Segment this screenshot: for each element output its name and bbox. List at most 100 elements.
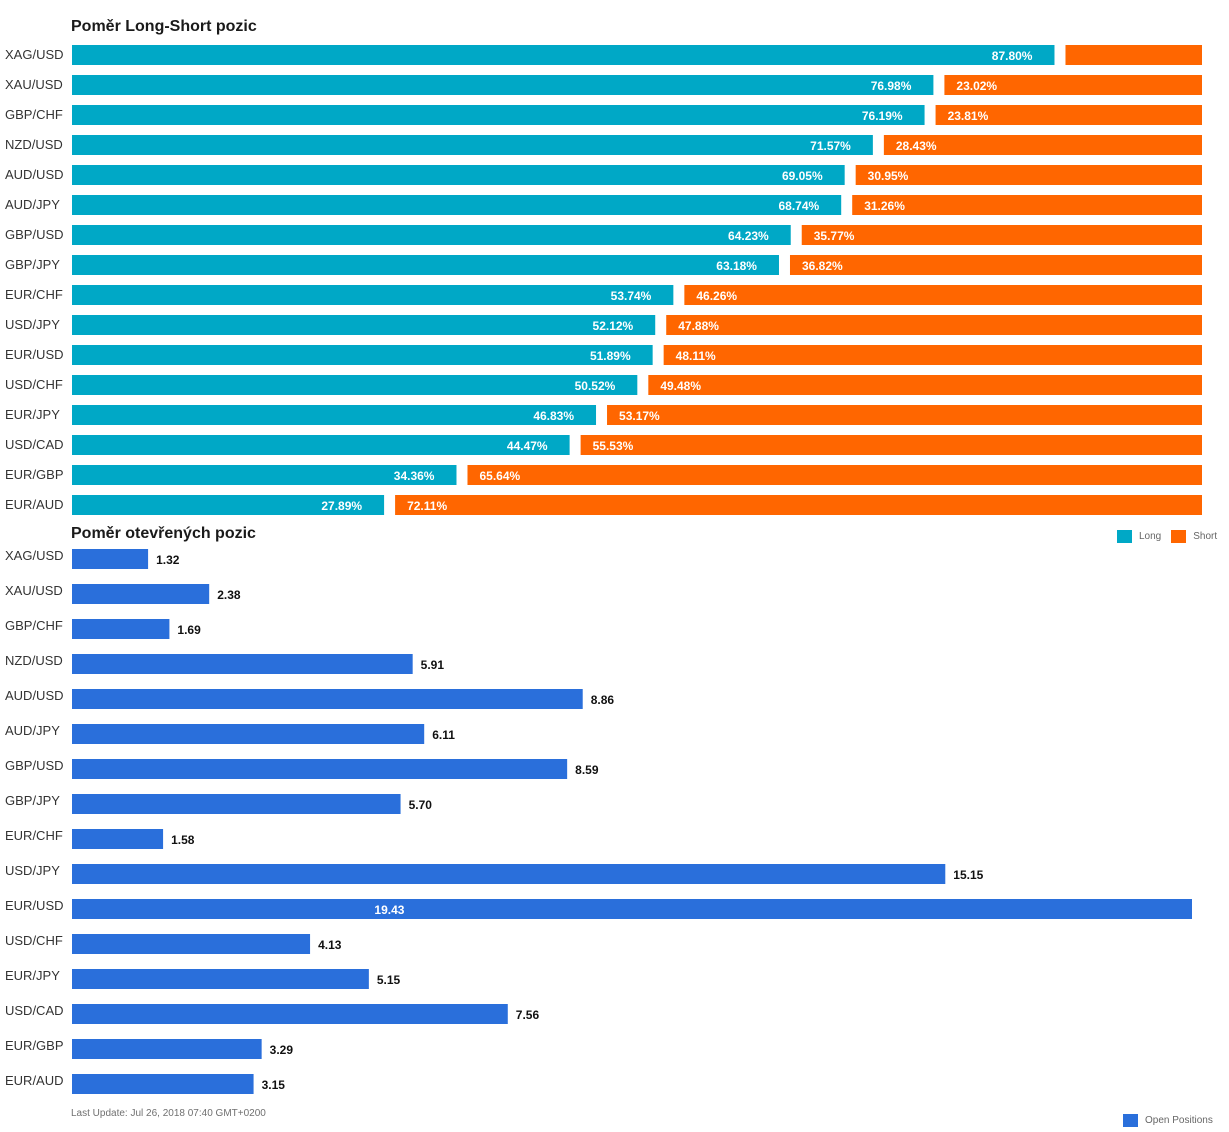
short-bar	[935, 105, 1202, 125]
category-label: USD/CHF	[5, 933, 63, 948]
short-bar	[467, 465, 1202, 485]
category-label: EUR/GBP	[5, 1038, 64, 1053]
long-bar	[72, 345, 653, 365]
open-positions-value-label: 5.91	[421, 658, 445, 672]
short-value-label: 47.88%	[678, 319, 719, 333]
open-positions-value-label: 3.15	[262, 1078, 286, 1092]
long-bar	[72, 195, 842, 215]
short-bar	[666, 315, 1202, 335]
open-positions-legend: Open Positions	[1123, 1114, 1223, 1127]
short-bar	[883, 135, 1202, 155]
category-label: GBP/USD	[5, 758, 64, 773]
open-positions-bar	[72, 724, 425, 744]
long-value-label: 76.98%	[871, 79, 912, 93]
category-label: EUR/AUD	[5, 497, 64, 512]
category-label: XAU/USD	[5, 583, 63, 598]
open-positions-bar	[72, 654, 413, 674]
short-value-label: 31.26%	[864, 199, 905, 213]
category-label: XAG/USD	[5, 47, 64, 62]
category-label: EUR/GBP	[5, 467, 64, 482]
open-positions-bar	[72, 899, 1192, 919]
short-value-label: 49.48%	[660, 379, 701, 393]
open-positions-value-label: 19.43	[374, 903, 404, 917]
legend-short-swatch	[1171, 530, 1187, 543]
category-label: AUD/JPY	[5, 197, 60, 212]
long-bar	[72, 375, 638, 395]
short-bar	[944, 75, 1202, 95]
short-bar	[1065, 45, 1202, 65]
long-value-label: 63.18%	[716, 259, 757, 273]
open-positions-value-label: 5.70	[409, 798, 433, 812]
short-value-label: 65.64%	[479, 469, 520, 483]
open-positions-value-label: 8.86	[591, 693, 615, 707]
long-value-label: 51.89%	[590, 349, 631, 363]
open-positions-bar	[72, 689, 583, 709]
legend-open-positions-swatch	[1123, 1114, 1138, 1127]
category-label: USD/CAD	[5, 1003, 64, 1018]
category-label: USD/JPY	[5, 317, 60, 332]
category-label: GBP/CHF	[5, 107, 63, 122]
category-label: EUR/JPY	[5, 968, 60, 983]
category-label: USD/CAD	[5, 437, 64, 452]
long-bar	[72, 285, 674, 305]
open-positions-bar	[72, 969, 369, 989]
open-positions-bar	[72, 1074, 254, 1094]
short-value-label: 30.95%	[868, 169, 909, 183]
short-value-label: 55.53%	[593, 439, 634, 453]
short-value-label: 36.82%	[802, 259, 843, 273]
category-label: GBP/JPY	[5, 793, 60, 808]
long-value-label: 71.57%	[810, 139, 851, 153]
short-bar	[852, 195, 1202, 215]
open-positions-value-label: 3.29	[270, 1043, 294, 1057]
long-value-label: 50.52%	[575, 379, 616, 393]
long-value-label: 44.47%	[507, 439, 548, 453]
open-positions-chart-title: Poměr otevřených pozic	[71, 525, 256, 542]
long-short-legend: Long Short	[1117, 530, 1227, 543]
open-positions-value-label: 15.15	[953, 868, 983, 882]
open-positions-value-label: 1.69	[177, 623, 201, 637]
short-bar	[684, 285, 1202, 305]
short-bar	[855, 165, 1202, 185]
category-label: XAU/USD	[5, 77, 63, 92]
short-value-label: 23.02%	[956, 79, 997, 93]
long-value-label: 68.74%	[778, 199, 819, 213]
long-bar	[72, 405, 597, 425]
open-positions-bar	[72, 794, 401, 814]
open-positions-bar	[72, 1039, 262, 1059]
open-positions-value-label: 1.58	[171, 833, 195, 847]
short-value-label: 53.17%	[619, 409, 660, 423]
category-label: EUR/CHF	[5, 828, 63, 843]
long-bar	[72, 225, 791, 245]
short-value-label: 46.26%	[696, 289, 737, 303]
short-bar	[789, 255, 1202, 275]
short-bar	[580, 435, 1202, 455]
legend-open-positions-label: Open Positions	[1145, 1115, 1213, 1126]
long-value-label: 87.80%	[992, 49, 1033, 63]
short-value-label: 28.43%	[896, 139, 937, 153]
short-bar	[607, 405, 1202, 425]
short-bar	[395, 495, 1202, 515]
long-value-label: 52.12%	[593, 319, 634, 333]
category-label: GBP/CHF	[5, 618, 63, 633]
category-label: EUR/CHF	[5, 287, 63, 302]
category-label: GBP/JPY	[5, 257, 60, 272]
long-bar	[72, 435, 570, 455]
long-value-label: 53.74%	[611, 289, 652, 303]
category-label: EUR/AUD	[5, 1073, 64, 1088]
legend-long-label: Long	[1139, 531, 1162, 542]
category-label: NZD/USD	[5, 653, 63, 668]
short-value-label: 23.81%	[948, 109, 989, 123]
long-bar	[72, 75, 934, 95]
long-bar	[72, 105, 925, 125]
long-bar	[72, 255, 779, 275]
category-label: EUR/USD	[5, 898, 64, 913]
open-positions-bar	[72, 864, 946, 884]
category-label: USD/JPY	[5, 863, 60, 878]
short-bar	[801, 225, 1202, 245]
last-update-footer: Last Update: Jul 26, 2018 07:40 GMT+0200	[71, 1108, 266, 1119]
short-value-label: 48.11%	[676, 349, 716, 363]
category-label: AUD/JPY	[5, 723, 60, 738]
category-label: USD/CHF	[5, 377, 63, 392]
category-label: NZD/USD	[5, 137, 63, 152]
